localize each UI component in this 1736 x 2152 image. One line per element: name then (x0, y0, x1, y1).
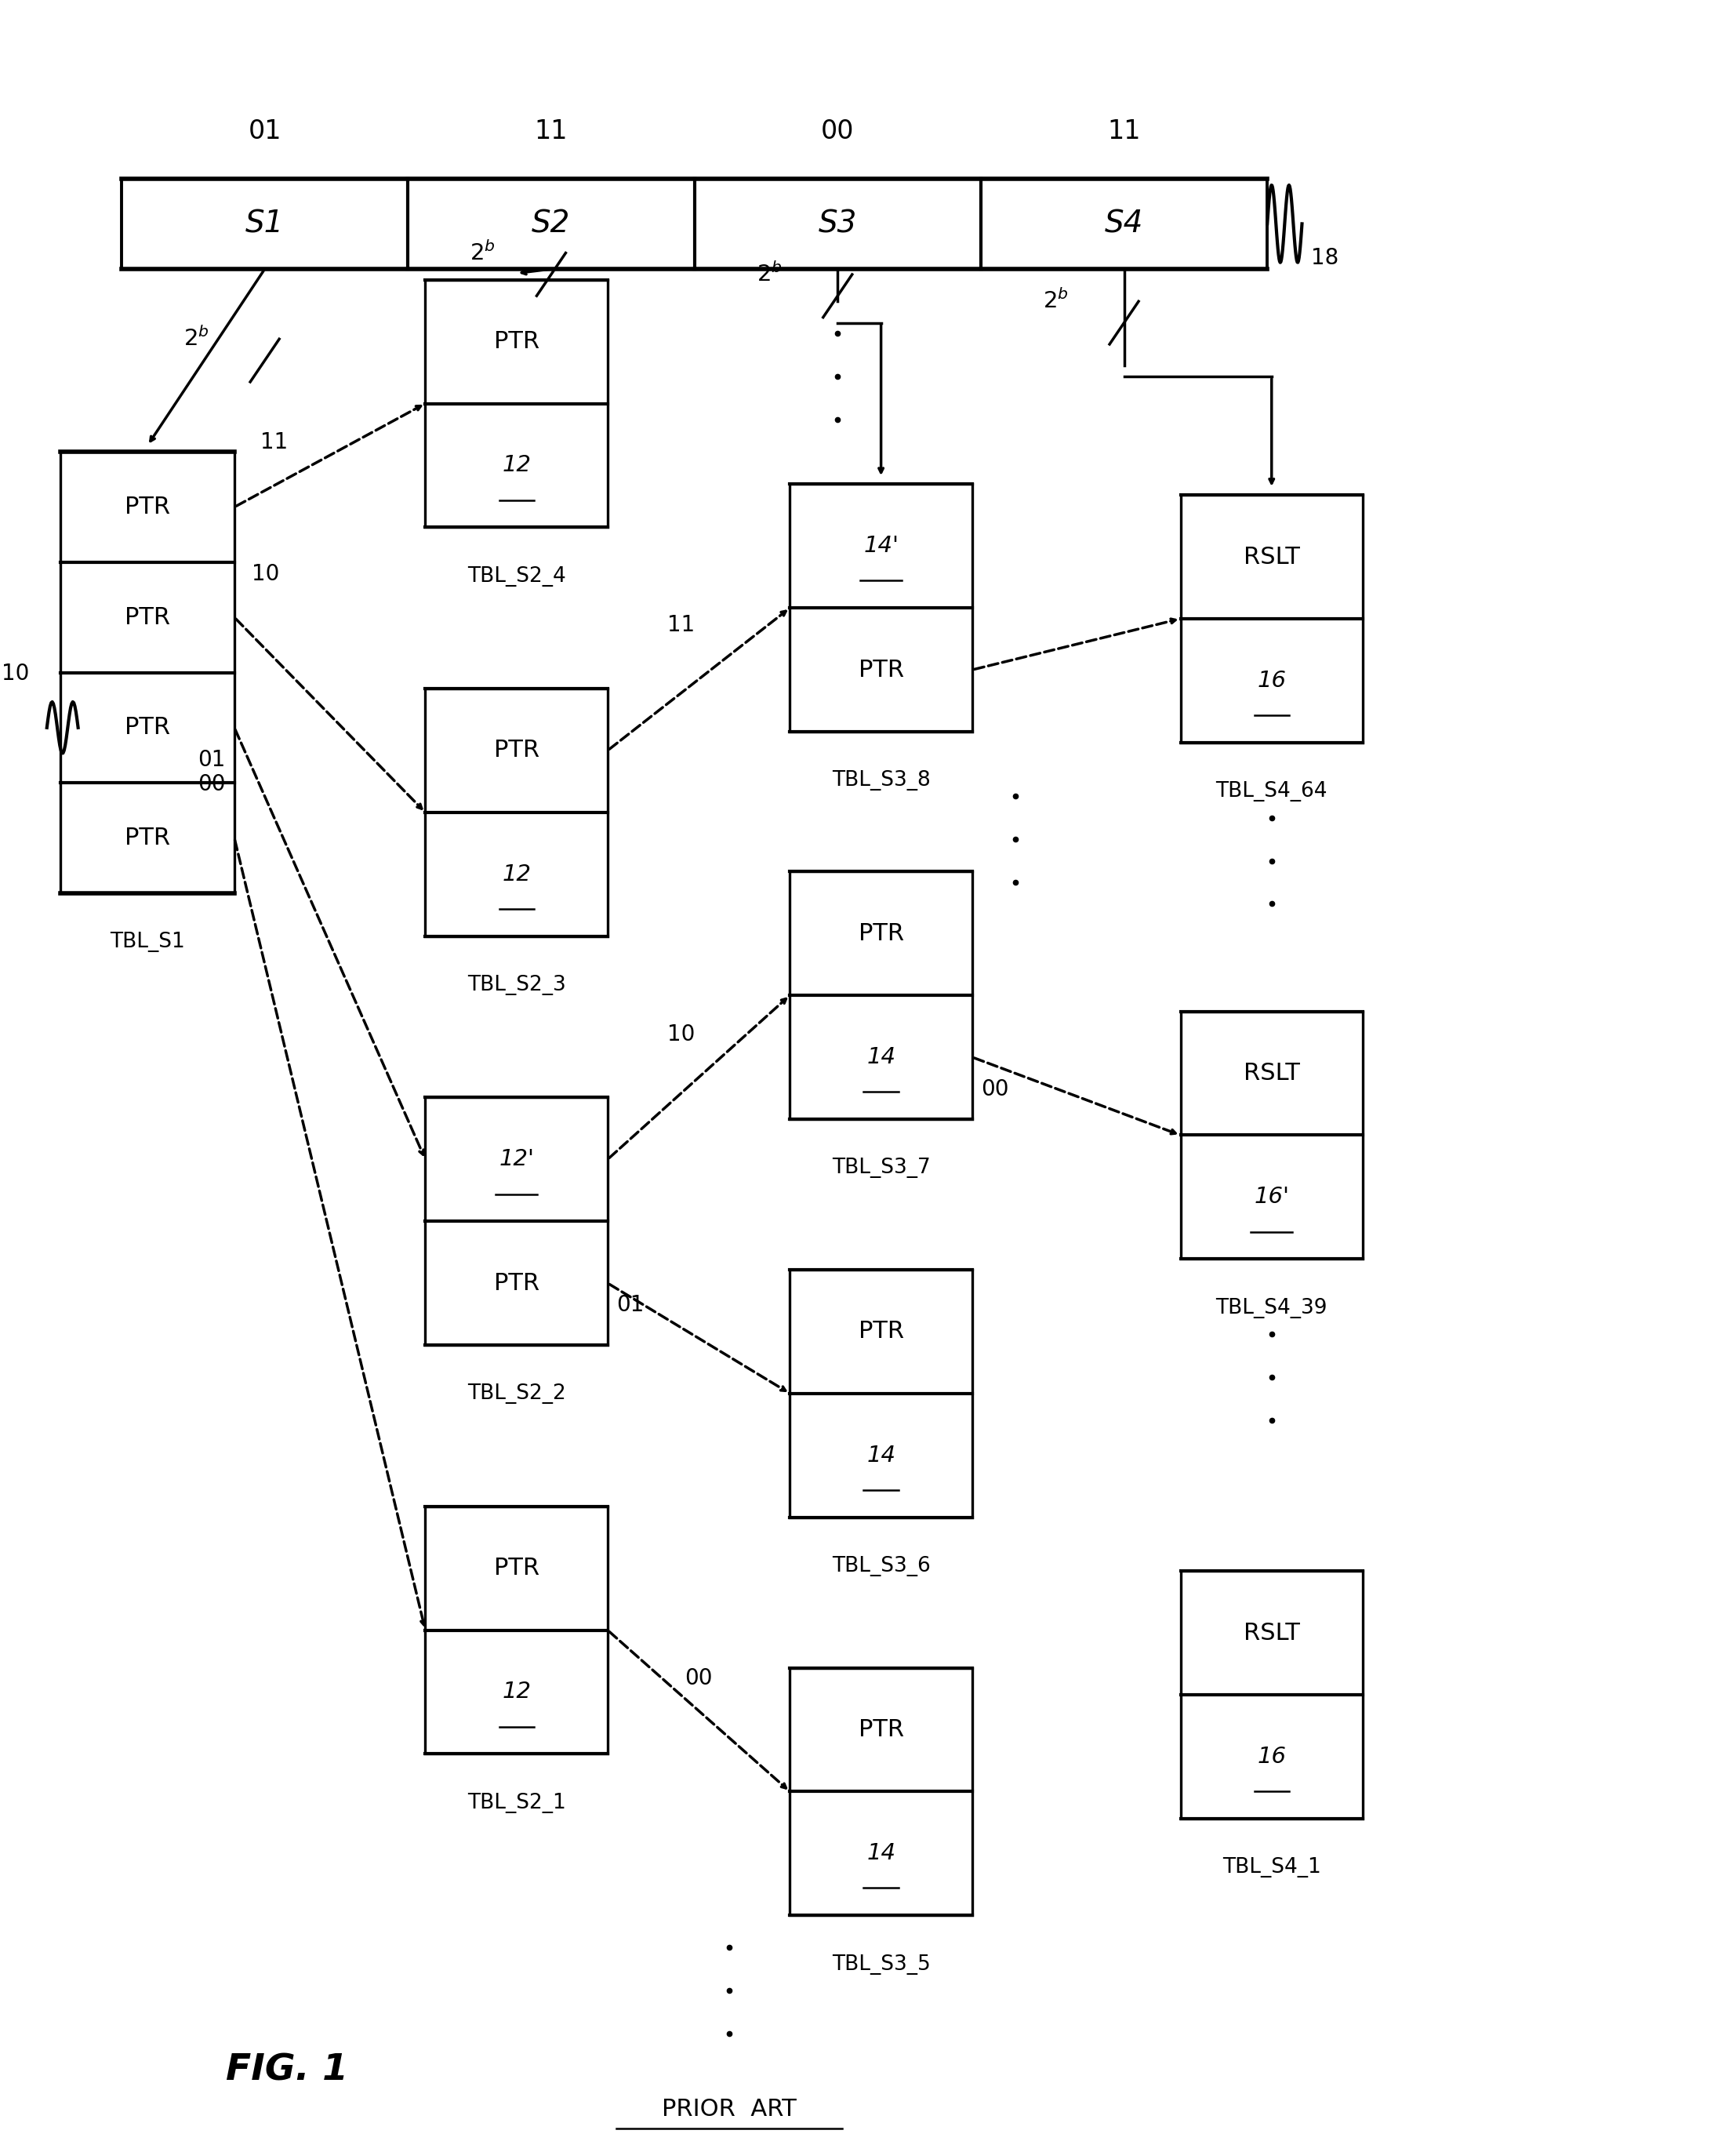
Text: 01: 01 (616, 1293, 644, 1315)
Text: FIG. 1: FIG. 1 (226, 2053, 347, 2087)
Text: 11: 11 (1108, 118, 1141, 144)
Text: 10: 10 (668, 1022, 694, 1046)
Text: 16': 16' (1253, 1186, 1290, 1207)
Text: 01: 01 (248, 118, 281, 144)
Bar (790, 872, 972, 1119)
Text: TBL_S3_7: TBL_S3_7 (832, 1158, 930, 1177)
Text: PTR: PTR (858, 921, 904, 945)
Text: TBL_S4_39: TBL_S4_39 (1215, 1298, 1328, 1317)
Text: PTR: PTR (493, 738, 540, 762)
Text: TBL_S2_3: TBL_S2_3 (467, 975, 566, 994)
Text: S4: S4 (1104, 209, 1144, 239)
Text: 16: 16 (1257, 669, 1286, 691)
Bar (61, 452, 234, 893)
Bar (425, 1506, 608, 1754)
Text: RSLT: RSLT (1243, 1620, 1300, 1644)
Text: PTR: PTR (125, 826, 170, 850)
Bar (122, 179, 1267, 269)
Text: 16: 16 (1257, 1745, 1286, 1767)
Text: $2^b$: $2^b$ (757, 263, 781, 286)
Text: 14: 14 (866, 1842, 896, 1864)
Text: PTR: PTR (858, 1319, 904, 1343)
Bar (425, 1098, 608, 1345)
Text: PTR: PTR (125, 717, 170, 738)
Bar (425, 689, 608, 936)
Text: 18: 18 (1311, 247, 1338, 269)
Text: TBL_S4_1: TBL_S4_1 (1222, 1857, 1321, 1877)
Text: PTR: PTR (858, 659, 904, 682)
Text: TBL_S2_1: TBL_S2_1 (467, 1793, 566, 1812)
Text: 12': 12' (498, 1149, 535, 1171)
Text: PTR: PTR (493, 1272, 540, 1296)
Text: 00: 00 (981, 1078, 1009, 1100)
Bar (1180, 1011, 1363, 1259)
Text: RSLT: RSLT (1243, 1061, 1300, 1085)
Bar (1180, 1571, 1363, 1818)
Bar (1180, 495, 1363, 742)
Text: 12: 12 (502, 1681, 531, 1702)
Bar (790, 484, 972, 732)
Text: S3: S3 (818, 209, 858, 239)
Text: PTR: PTR (125, 495, 170, 519)
Text: TBL_S4_64: TBL_S4_64 (1215, 781, 1328, 801)
Text: 12: 12 (502, 863, 531, 884)
Text: TBL_S3_6: TBL_S3_6 (832, 1556, 930, 1575)
Text: 14: 14 (866, 1444, 896, 1466)
Text: 14: 14 (866, 1046, 896, 1067)
Text: PTR: PTR (493, 329, 540, 353)
Text: 10: 10 (2, 663, 30, 684)
Text: 00: 00 (821, 118, 854, 144)
Text: 14': 14' (863, 536, 899, 557)
Text: PTR: PTR (858, 1717, 904, 1741)
Text: 00: 00 (684, 1668, 713, 1689)
Text: TBL_S3_5: TBL_S3_5 (832, 1954, 930, 1973)
Text: $2^b$: $2^b$ (184, 327, 210, 351)
Text: TBL_S2_2: TBL_S2_2 (467, 1384, 566, 1403)
Bar (425, 280, 608, 527)
Text: TBL_S1: TBL_S1 (109, 932, 186, 951)
Text: $2^b$: $2^b$ (1043, 288, 1068, 314)
Text: PTR: PTR (125, 607, 170, 628)
Text: TBL_S2_4: TBL_S2_4 (467, 566, 566, 585)
Bar (790, 1270, 972, 1517)
Text: 10: 10 (252, 564, 279, 585)
Text: 12: 12 (502, 454, 531, 476)
Text: 01: 01 (198, 749, 226, 770)
Text: PTR: PTR (493, 1556, 540, 1580)
Bar (790, 1668, 972, 1915)
Text: RSLT: RSLT (1243, 544, 1300, 568)
Text: TBL_S3_8: TBL_S3_8 (832, 770, 930, 790)
Text: PRIOR  ART: PRIOR ART (661, 2098, 797, 2120)
Text: S1: S1 (245, 209, 285, 239)
Text: 11: 11 (668, 613, 694, 637)
Text: 11: 11 (260, 430, 288, 454)
Text: S2: S2 (531, 209, 571, 239)
Text: 00: 00 (198, 773, 226, 794)
Text: 11: 11 (535, 118, 568, 144)
Text: $2^b$: $2^b$ (470, 241, 496, 265)
